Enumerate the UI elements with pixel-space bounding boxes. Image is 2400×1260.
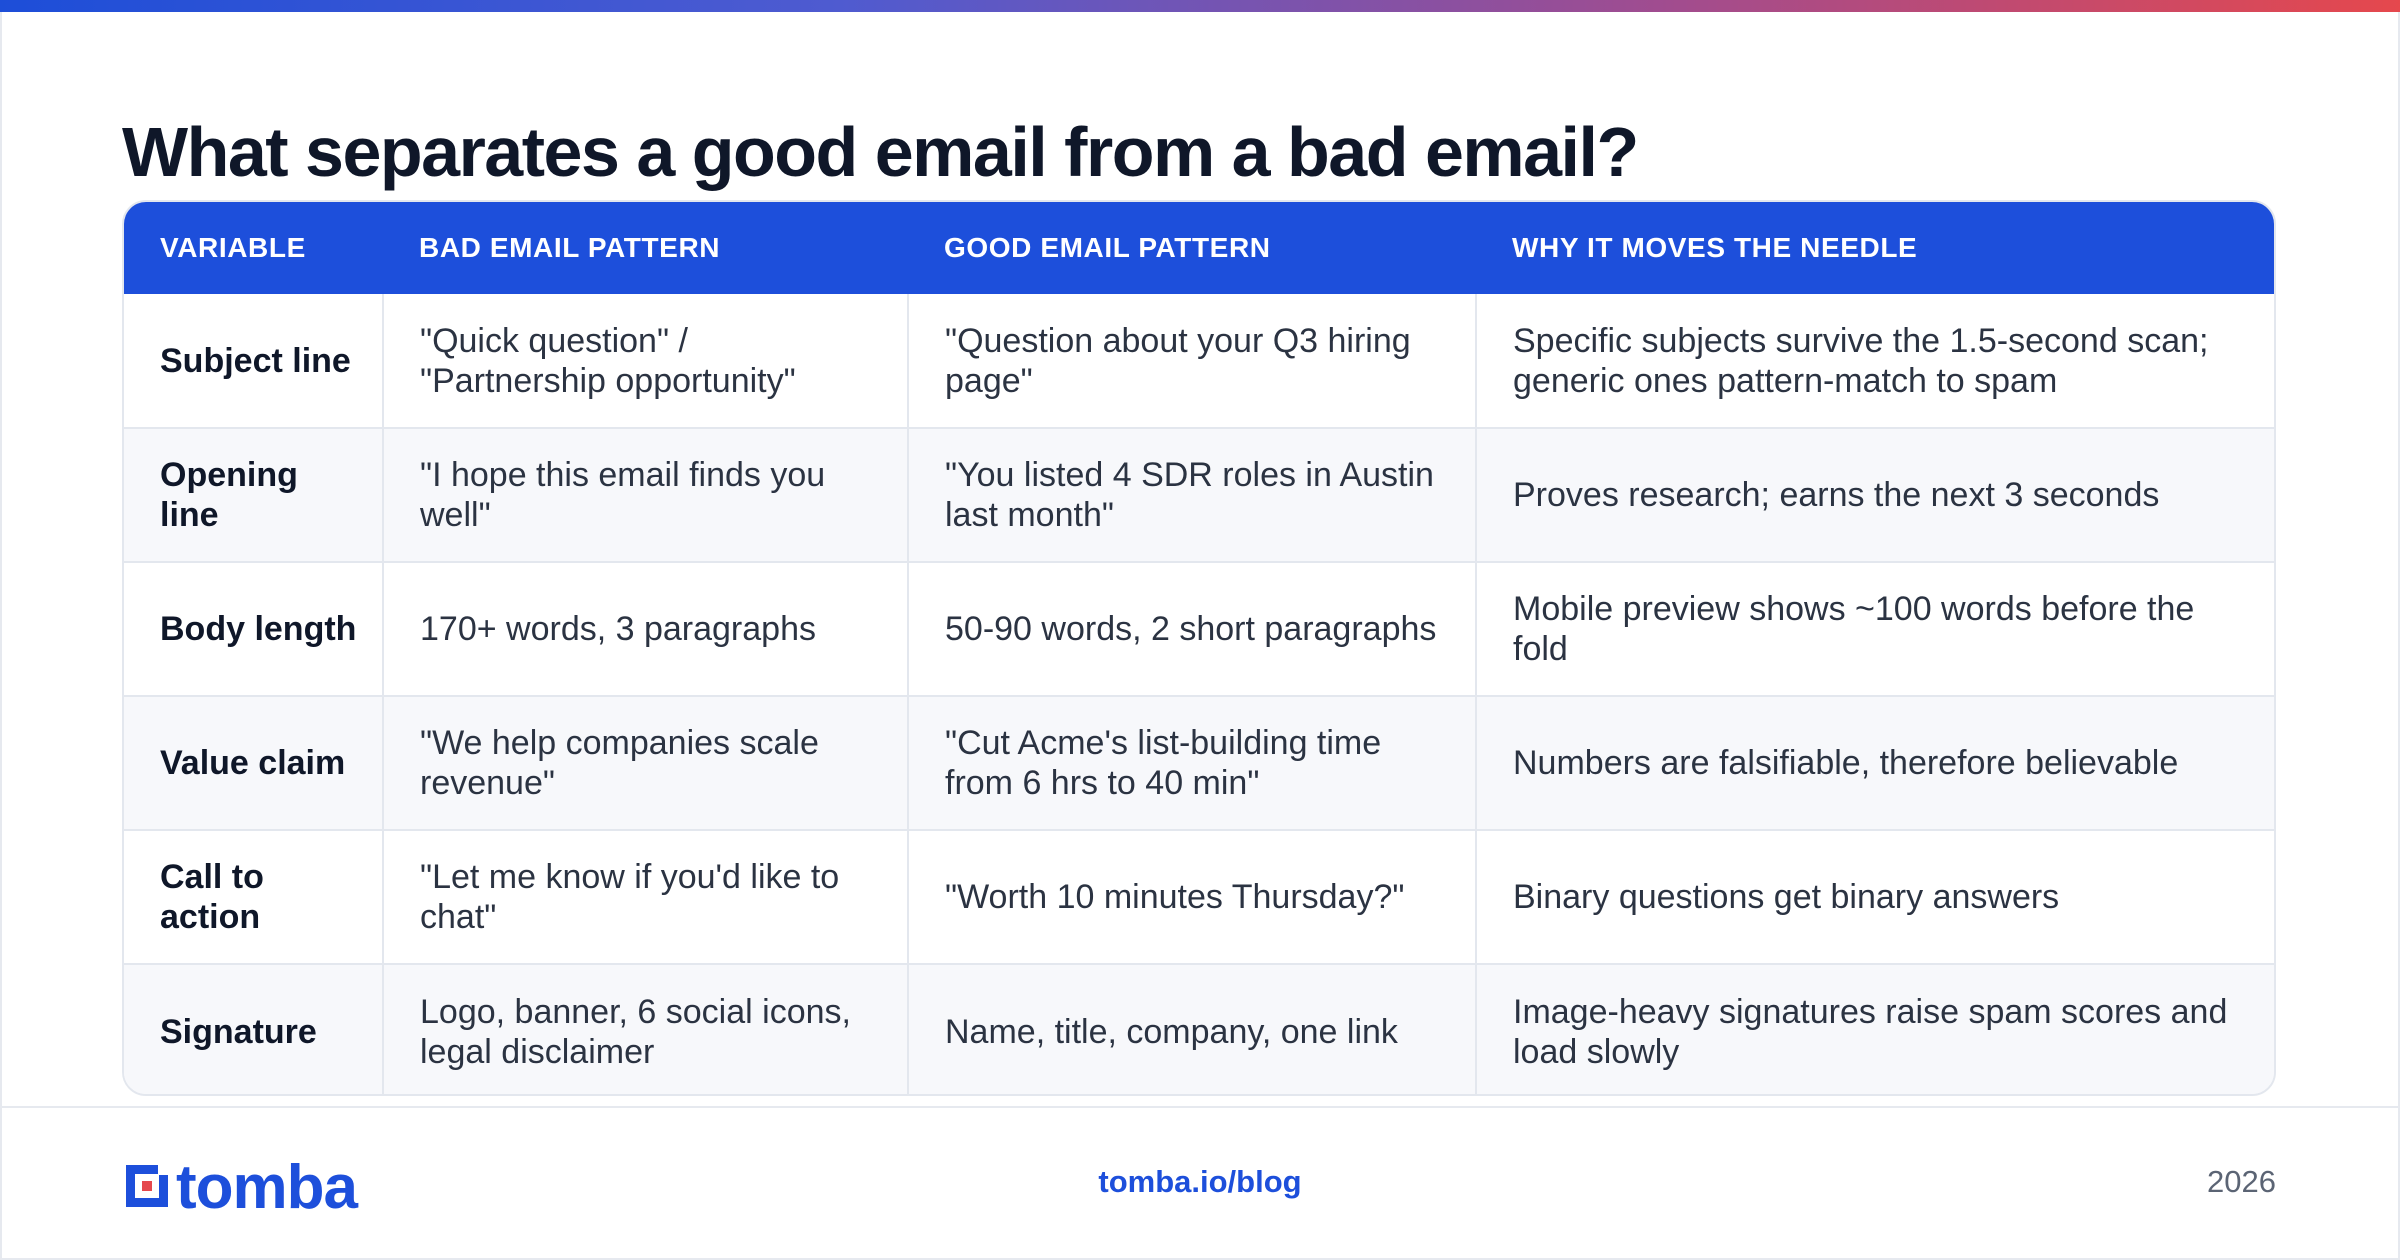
row-variable: Call to action (124, 829, 383, 964)
row-bad-pattern: "Quick question" / "Partnership opportun… (382, 294, 908, 428)
header-variable: VARIABLE (160, 232, 306, 263)
page-title: What separates a good email from a bad e… (122, 113, 1639, 191)
row-why: Specific subjects survive the 1.5-second… (1475, 294, 2274, 428)
row-why: Numbers are falsifiable, therefore belie… (1475, 695, 2274, 830)
tomba-logo-icon (122, 1161, 172, 1216)
row-why: Proves research; earns the next 3 second… (1475, 427, 2274, 562)
blog-link[interactable]: tomba.io/blog (1098, 1164, 1302, 1199)
row-variable: Opening line (124, 427, 383, 562)
row-variable: Subject line (160, 341, 351, 380)
row-variable: Value claim (124, 695, 383, 830)
row-variable: Signature (124, 963, 383, 1094)
row-bad-pattern: "Let me know if you'd like to chat" (382, 829, 908, 964)
row-bad-pattern: Logo, banner, 6 social icons, legal disc… (382, 963, 908, 1094)
row-good-pattern: 50-90 words, 2 short paragraphs (907, 561, 1476, 696)
table-row: Opening line "I hope this email finds yo… (124, 427, 2274, 562)
tomba-logo[interactable]: tomba (122, 1153, 358, 1222)
table-row: Subject line "Quick question" / "Partner… (124, 294, 2274, 428)
header-why: WHY IT MOVES THE NEEDLE (1512, 232, 1918, 263)
header-bad-pattern: BAD EMAIL PATTERN (419, 232, 721, 263)
table-row: Body length 170+ words, 3 paragraphs 50-… (124, 561, 2274, 696)
table-header-row: VARIABLE BAD EMAIL PATTERN GOOD EMAIL PA… (124, 202, 2274, 294)
footer-year: 2026 (2207, 1164, 2276, 1199)
row-why: Mobile preview shows ~100 words before t… (1475, 561, 2274, 696)
row-good-pattern: "Question about your Q3 hiring page" (907, 294, 1476, 428)
footer-divider (0, 1106, 2400, 1108)
row-good-pattern: "Cut Acme's list-building time from 6 hr… (907, 695, 1476, 830)
header-good-pattern: GOOD EMAIL PATTERN (944, 232, 1271, 263)
row-good-pattern: Name, title, company, one link (907, 963, 1476, 1094)
logo-text: tomba (176, 1153, 358, 1222)
row-why: Image-heavy signatures raise spam scores… (1475, 963, 2274, 1094)
row-bad-pattern: "I hope this email finds you well" (382, 427, 908, 562)
row-why: Binary questions get binary answers (1475, 829, 2274, 964)
row-bad-pattern: 170+ words, 3 paragraphs (382, 561, 908, 696)
comparison-table: VARIABLE BAD EMAIL PATTERN GOOD EMAIL PA… (122, 200, 2276, 1096)
table-row: Call to action "Let me know if you'd lik… (124, 829, 2274, 964)
row-bad-pattern: "We help companies scale revenue" (382, 695, 908, 830)
top-gradient-bar (0, 0, 2400, 12)
row-good-pattern: "Worth 10 minutes Thursday?" (907, 829, 1476, 964)
table-row: Value claim "We help companies scale rev… (124, 695, 2274, 830)
row-good-pattern: "You listed 4 SDR roles in Austin last m… (907, 427, 1476, 562)
table-row: Signature Logo, banner, 6 social icons, … (124, 963, 2274, 1094)
row-variable: Body length (124, 561, 383, 696)
